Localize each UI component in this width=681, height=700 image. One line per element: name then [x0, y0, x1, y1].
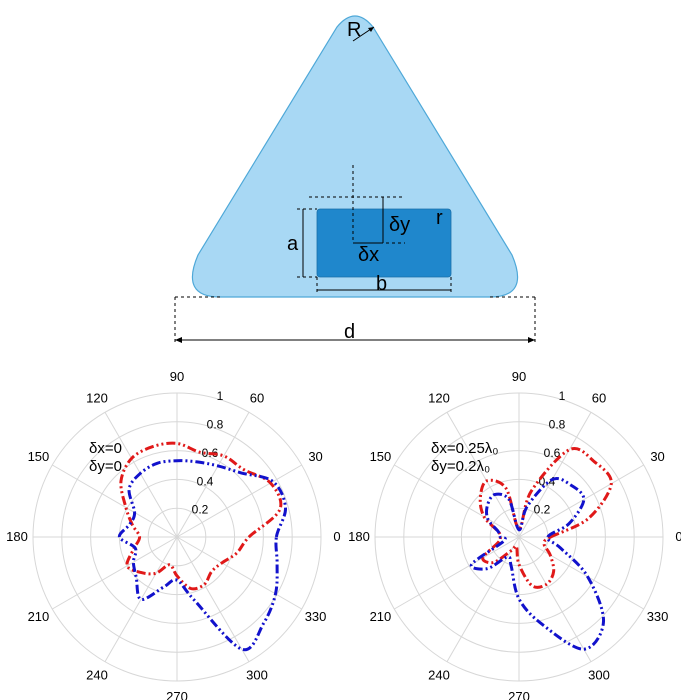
annotation-dy: δy=0.2λ₀: [431, 458, 490, 475]
radial-tick-label: 0.2: [534, 503, 551, 517]
annotation-dy: δy=0: [89, 458, 122, 475]
grid-spoke: [176, 464, 302, 538]
label-r: r: [436, 207, 443, 229]
angle-tick-label: 60: [592, 390, 606, 405]
angle-tick-label: 30: [650, 449, 664, 464]
angle-tick-label: 240: [428, 668, 450, 683]
grid-spoke: [176, 412, 250, 538]
radial-tick-label: 1: [217, 389, 224, 403]
angle-tick-label: 90: [170, 369, 184, 384]
radial-tick-label: 0.2: [192, 503, 209, 517]
radial-tick-label: 0.4: [197, 474, 214, 488]
label-R: R: [347, 19, 361, 41]
grid-spoke: [446, 412, 520, 538]
grid-spoke: [176, 536, 302, 610]
grid-spoke: [394, 464, 520, 538]
grid-spoke: [394, 536, 520, 610]
label-dx: δx: [358, 244, 379, 266]
angle-tick-label: 150: [370, 449, 392, 464]
angle-tick-label: 270: [166, 689, 188, 700]
label-a: a: [287, 233, 299, 255]
polar-series: [469, 447, 613, 651]
angle-tick-label: 270: [508, 689, 530, 700]
angle-tick-label: 210: [370, 609, 392, 624]
grid-spoke: [52, 536, 178, 610]
d-arrow-left: [175, 337, 182, 343]
annotation-dx: δx=0: [89, 440, 122, 457]
angle-tick-label: 180: [348, 529, 370, 544]
antenna-diagram: R δy δx r a b d: [174, 15, 536, 343]
radial-tick-label: 0.8: [207, 418, 224, 432]
radial-tick-label: 1: [559, 389, 566, 403]
radius-R-arrowhead: [368, 27, 374, 32]
polar-angle-ticks: 0 30 60 90 120 150 180 210 240 270 300 330: [6, 369, 340, 700]
polar-series: [117, 441, 287, 652]
polar-plot-1: 0 30 60 90 120 150 180 210 240 270 300 330 0.2 0.4 0.…: [6, 369, 340, 700]
series-red-pattern: [119, 441, 283, 591]
polar-radial-ticks: 0.20.40.60.81: [192, 389, 224, 516]
angle-tick-label: 180: [6, 529, 28, 544]
grid-spoke: [518, 464, 644, 538]
grid-spoke: [176, 536, 250, 662]
radial-tick-label: 0.8: [549, 418, 566, 432]
d-arrow-right: [528, 337, 535, 343]
angle-tick-label: 300: [588, 668, 610, 683]
grid-spoke: [518, 536, 644, 610]
label-b: b: [376, 273, 387, 295]
angle-tick-label: 300: [246, 668, 268, 683]
polar-grid: [374, 392, 664, 682]
radial-tick-label: 0.4: [539, 474, 556, 488]
series-red-pattern: [478, 447, 613, 589]
angle-tick-label: 60: [250, 390, 264, 405]
grid-spoke: [518, 412, 592, 538]
polar-angle-ticks: 0 30 60 90 120 150 180 210 240 270 300 330: [348, 369, 681, 700]
series-blue-pattern: [117, 459, 287, 652]
angle-tick-label: 210: [28, 609, 50, 624]
grid-spoke: [104, 536, 178, 662]
label-d: d: [344, 321, 355, 343]
label-dy: δy: [389, 214, 410, 236]
series-blue-pattern: [469, 477, 606, 651]
angle-tick-label: 330: [305, 609, 327, 624]
angle-tick-label: 150: [28, 449, 50, 464]
radial-tick-label: 0.6: [544, 446, 561, 460]
angle-tick-label: 0: [333, 529, 340, 544]
angle-tick-label: 120: [428, 390, 450, 405]
angle-tick-label: 330: [647, 609, 669, 624]
angle-tick-label: 30: [308, 449, 322, 464]
angle-tick-label: 240: [86, 668, 108, 683]
rectangular-slot: [316, 208, 452, 278]
annotation-dx: δx=0.25λ₀: [431, 440, 499, 457]
angle-tick-label: 0: [675, 529, 681, 544]
polar-radial-ticks: 0.2 0.4 0.6 0.8 1: [534, 389, 566, 516]
angle-tick-label: 90: [512, 369, 526, 384]
grid-spoke: [518, 536, 592, 662]
angle-tick-label: 120: [86, 390, 108, 405]
grid-spoke: [52, 464, 178, 538]
